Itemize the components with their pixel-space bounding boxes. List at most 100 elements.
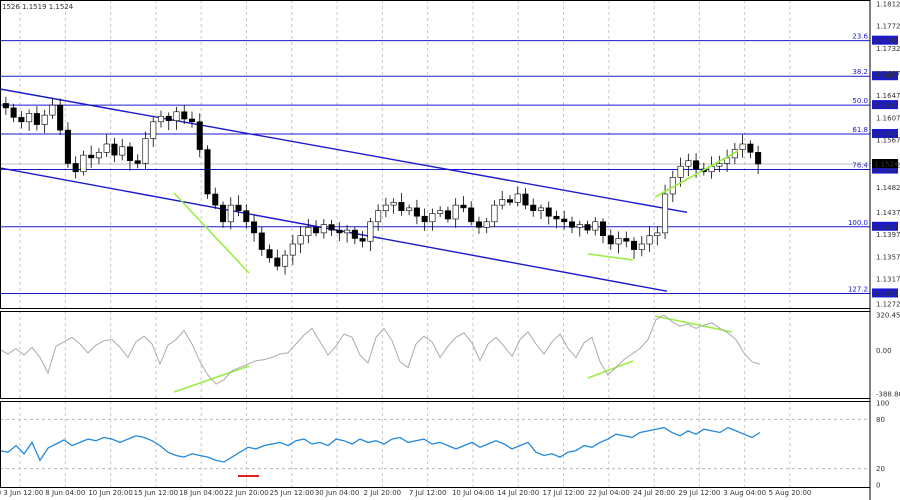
y-tick-label: 1.1607 (876, 114, 900, 122)
candle-body (165, 115, 172, 121)
fib-level-label: 61.8 (852, 126, 868, 134)
candle-body (150, 121, 157, 139)
candle-body (755, 152, 762, 165)
candle-body (305, 227, 312, 236)
candle-body (359, 238, 366, 242)
candle-body (2, 103, 9, 109)
x-tick-label: 18 Jun 04:00 (179, 489, 223, 497)
price-tag (872, 164, 898, 174)
x-tick-label: 8 Jun 04:00 (45, 489, 85, 497)
y-tick-label: 1.1272 (876, 301, 900, 309)
candle-body (530, 204, 537, 211)
x-tick-label: 22 Jul 04:00 (588, 489, 630, 497)
x-tick-label: 5 Aug 20:00 (769, 489, 812, 497)
divergence-cci-2 (587, 360, 634, 379)
candle-body (289, 243, 296, 256)
candle-body (196, 121, 203, 150)
candle-body (468, 207, 475, 223)
candle-body (204, 149, 211, 195)
candle-body (553, 215, 560, 220)
candle-body (747, 143, 754, 153)
candle-body (437, 210, 444, 214)
candle-body (429, 213, 436, 223)
x-tick-label: 30 Jun 04:00 (315, 489, 359, 497)
candle-body (26, 113, 33, 123)
candle-body (375, 210, 382, 223)
candle-body (693, 160, 700, 170)
x-tick-label: 15 Jun 12:00 (134, 489, 178, 497)
cci-line (0, 314, 761, 385)
x-tick-label: 3 Aug 04:00 (723, 489, 766, 497)
y-tick-label: 1.1647 (876, 92, 900, 100)
cci-tick-label: 0.00 (876, 347, 892, 355)
fib-level-label: 38.2 (852, 68, 868, 76)
fib-level-label: 127.2 (848, 285, 868, 293)
candle-body (421, 215, 428, 223)
price-tag-label: 1.1411 (874, 223, 899, 231)
candle-body (126, 146, 133, 161)
candle-body (561, 218, 568, 223)
candle-body (243, 210, 250, 223)
candle-body (157, 115, 164, 123)
candle-body (80, 154, 87, 173)
candle-body (568, 221, 576, 228)
rsi-tick-label: 0 (876, 482, 880, 490)
grid (0, 0, 870, 487)
candle-body (328, 224, 335, 231)
candle-body (227, 204, 234, 223)
candle-body (685, 160, 692, 167)
candle-body (142, 138, 149, 164)
price-tag (872, 221, 898, 231)
candle-body (452, 204, 459, 220)
candle-body (266, 249, 273, 259)
candle-body (111, 143, 118, 156)
rsi-tick-label: 100 (876, 400, 889, 408)
candle-body (57, 104, 64, 131)
y-tick-label: 1.1317 (876, 276, 900, 284)
candle-body (313, 227, 320, 234)
candle-body (623, 238, 630, 242)
candle-body (181, 111, 188, 120)
candle-body (607, 235, 614, 245)
candle-body (592, 221, 599, 231)
current-price-label: 1.1524 (874, 161, 899, 169)
x-tick-label: 22 Jun 20:00 (224, 489, 268, 497)
y-tick-label: 1.1567 (876, 137, 900, 145)
candle-body (173, 111, 180, 121)
candles (2, 96, 762, 275)
fib-level-label: 23.6 (852, 33, 868, 41)
price-tag (872, 129, 898, 138)
x-tick-label: 25 Jun 12:00 (270, 489, 314, 497)
cci-tick-label: 320.4558 (876, 312, 900, 320)
ohlc-readout: 1526 1.1519 1.1524 (2, 3, 74, 11)
current-price-tag (872, 159, 898, 168)
candle-body (514, 193, 521, 203)
y-tick-label: 1.1397 (876, 231, 900, 239)
candle-body (537, 207, 544, 211)
candle-body (103, 143, 110, 153)
x-tick-label: 24 Jul 20:00 (633, 489, 675, 497)
candle-body (274, 257, 281, 267)
x-tick-label: 2 Jul 20:00 (364, 489, 402, 497)
y-tick-label: 1.1357 (876, 253, 900, 261)
channel-upper (0, 88, 688, 214)
candle-body (491, 204, 498, 223)
candle-body (506, 199, 513, 203)
price-tag-label: 1.1578 (874, 131, 899, 139)
candle-body (251, 221, 258, 234)
candle-body (320, 224, 327, 234)
divergence-price-2 (587, 253, 634, 261)
candle-body (220, 204, 227, 223)
rsi-series (0, 426, 761, 463)
y-tick-label: 1.1437 (876, 209, 900, 217)
y-tick-label: 1.1687 (876, 70, 900, 78)
x-tick-label: 14 Jul 20:00 (497, 489, 539, 497)
candle-body (212, 193, 219, 206)
rsi-tick-label: 20 (876, 465, 885, 473)
candle-body (716, 163, 723, 167)
candle-body (390, 202, 397, 206)
candle-body (72, 163, 79, 173)
candle-body (95, 152, 102, 159)
